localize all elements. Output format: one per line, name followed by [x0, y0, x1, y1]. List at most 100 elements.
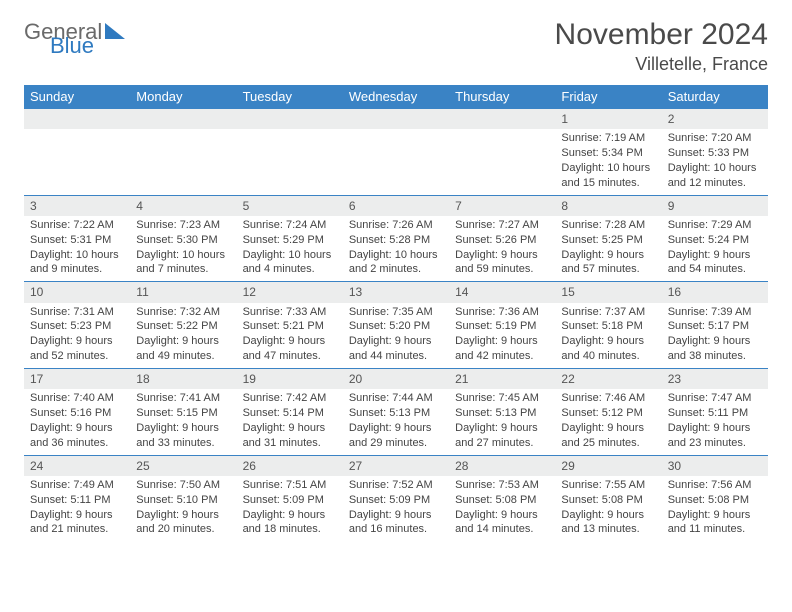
daylight-line: Daylight: 10 hours and 15 minutes. — [561, 161, 655, 191]
sunrise-line: Sunrise: 7:32 AM — [136, 305, 230, 320]
sunrise-line: Sunrise: 7:33 AM — [243, 305, 337, 320]
day-content-cell: Sunrise: 7:49 AMSunset: 5:11 PMDaylight:… — [24, 476, 130, 542]
weekday-header-row: Sunday Monday Tuesday Wednesday Thursday… — [24, 85, 768, 109]
daylight-line: Daylight: 9 hours and 29 minutes. — [349, 421, 443, 451]
daylight-line: Daylight: 10 hours and 9 minutes. — [30, 248, 124, 278]
day-number-cell: 7 — [449, 195, 555, 216]
content-row: Sunrise: 7:31 AMSunset: 5:23 PMDaylight:… — [24, 303, 768, 369]
day-content-cell — [343, 129, 449, 195]
sunset-line: Sunset: 5:18 PM — [561, 319, 655, 334]
day-content-cell: Sunrise: 7:27 AMSunset: 5:26 PMDaylight:… — [449, 216, 555, 282]
sunrise-line: Sunrise: 7:22 AM — [30, 218, 124, 233]
content-row: Sunrise: 7:22 AMSunset: 5:31 PMDaylight:… — [24, 216, 768, 282]
day-number-cell: 24 — [24, 455, 130, 476]
sunset-line: Sunset: 5:16 PM — [30, 406, 124, 421]
daylight-line: Daylight: 9 hours and 49 minutes. — [136, 334, 230, 364]
day-number-cell: 18 — [130, 369, 236, 390]
sunrise-line: Sunrise: 7:50 AM — [136, 478, 230, 493]
col-thursday: Thursday — [449, 85, 555, 109]
sunset-line: Sunset: 5:30 PM — [136, 233, 230, 248]
day-number-cell: 21 — [449, 369, 555, 390]
logo-text-blue: Blue — [50, 36, 125, 56]
sunset-line: Sunset: 5:12 PM — [561, 406, 655, 421]
sunset-line: Sunset: 5:17 PM — [668, 319, 762, 334]
day-number-cell: 11 — [130, 282, 236, 303]
sunrise-line: Sunrise: 7:40 AM — [30, 391, 124, 406]
day-content-cell: Sunrise: 7:40 AMSunset: 5:16 PMDaylight:… — [24, 389, 130, 455]
day-content-cell: Sunrise: 7:51 AMSunset: 5:09 PMDaylight:… — [237, 476, 343, 542]
day-number-cell — [237, 109, 343, 130]
daylight-line: Daylight: 10 hours and 2 minutes. — [349, 248, 443, 278]
day-number-cell: 12 — [237, 282, 343, 303]
day-number-cell: 1 — [555, 109, 661, 130]
sunrise-line: Sunrise: 7:23 AM — [136, 218, 230, 233]
sunset-line: Sunset: 5:11 PM — [30, 493, 124, 508]
day-number-cell: 2 — [662, 109, 768, 130]
daylight-line: Daylight: 9 hours and 20 minutes. — [136, 508, 230, 538]
day-content-cell: Sunrise: 7:31 AMSunset: 5:23 PMDaylight:… — [24, 303, 130, 369]
daylight-line: Daylight: 9 hours and 16 minutes. — [349, 508, 443, 538]
sunset-line: Sunset: 5:08 PM — [668, 493, 762, 508]
daylight-line: Daylight: 9 hours and 21 minutes. — [30, 508, 124, 538]
daylight-line: Daylight: 10 hours and 12 minutes. — [668, 161, 762, 191]
day-number-cell: 3 — [24, 195, 130, 216]
sunrise-line: Sunrise: 7:41 AM — [136, 391, 230, 406]
sunrise-line: Sunrise: 7:19 AM — [561, 131, 655, 146]
day-number-cell: 23 — [662, 369, 768, 390]
daylight-line: Daylight: 9 hours and 52 minutes. — [30, 334, 124, 364]
day-number-cell: 17 — [24, 369, 130, 390]
sunrise-line: Sunrise: 7:39 AM — [668, 305, 762, 320]
sunset-line: Sunset: 5:10 PM — [136, 493, 230, 508]
day-content-cell: Sunrise: 7:41 AMSunset: 5:15 PMDaylight:… — [130, 389, 236, 455]
day-content-cell: Sunrise: 7:32 AMSunset: 5:22 PMDaylight:… — [130, 303, 236, 369]
sunrise-line: Sunrise: 7:56 AM — [668, 478, 762, 493]
daylight-line: Daylight: 9 hours and 54 minutes. — [668, 248, 762, 278]
sunrise-line: Sunrise: 7:31 AM — [30, 305, 124, 320]
daylight-line: Daylight: 9 hours and 27 minutes. — [455, 421, 549, 451]
sunset-line: Sunset: 5:23 PM — [30, 319, 124, 334]
day-content-cell: Sunrise: 7:35 AMSunset: 5:20 PMDaylight:… — [343, 303, 449, 369]
sunrise-line: Sunrise: 7:55 AM — [561, 478, 655, 493]
sunset-line: Sunset: 5:26 PM — [455, 233, 549, 248]
day-content-cell: Sunrise: 7:26 AMSunset: 5:28 PMDaylight:… — [343, 216, 449, 282]
sunset-line: Sunset: 5:19 PM — [455, 319, 549, 334]
daylight-line: Daylight: 9 hours and 44 minutes. — [349, 334, 443, 364]
day-number-cell: 13 — [343, 282, 449, 303]
day-content-cell: Sunrise: 7:42 AMSunset: 5:14 PMDaylight:… — [237, 389, 343, 455]
day-number-cell: 26 — [237, 455, 343, 476]
day-number-cell: 9 — [662, 195, 768, 216]
col-sunday: Sunday — [24, 85, 130, 109]
day-content-cell: Sunrise: 7:23 AMSunset: 5:30 PMDaylight:… — [130, 216, 236, 282]
sunrise-line: Sunrise: 7:24 AM — [243, 218, 337, 233]
sunrise-line: Sunrise: 7:29 AM — [668, 218, 762, 233]
sunrise-line: Sunrise: 7:26 AM — [349, 218, 443, 233]
daylight-line: Daylight: 10 hours and 4 minutes. — [243, 248, 337, 278]
day-content-cell: Sunrise: 7:53 AMSunset: 5:08 PMDaylight:… — [449, 476, 555, 542]
day-content-cell: Sunrise: 7:44 AMSunset: 5:13 PMDaylight:… — [343, 389, 449, 455]
day-content-cell: Sunrise: 7:55 AMSunset: 5:08 PMDaylight:… — [555, 476, 661, 542]
sunset-line: Sunset: 5:08 PM — [561, 493, 655, 508]
sunrise-line: Sunrise: 7:51 AM — [243, 478, 337, 493]
col-wednesday: Wednesday — [343, 85, 449, 109]
month-title: November 2024 — [555, 18, 768, 52]
sunset-line: Sunset: 5:31 PM — [30, 233, 124, 248]
daylight-line: Daylight: 10 hours and 7 minutes. — [136, 248, 230, 278]
col-monday: Monday — [130, 85, 236, 109]
day-content-cell: Sunrise: 7:19 AMSunset: 5:34 PMDaylight:… — [555, 129, 661, 195]
sunset-line: Sunset: 5:34 PM — [561, 146, 655, 161]
content-row: Sunrise: 7:19 AMSunset: 5:34 PMDaylight:… — [24, 129, 768, 195]
sunset-line: Sunset: 5:09 PM — [349, 493, 443, 508]
day-number-cell: 16 — [662, 282, 768, 303]
daylight-line: Daylight: 9 hours and 59 minutes. — [455, 248, 549, 278]
sunset-line: Sunset: 5:25 PM — [561, 233, 655, 248]
day-content-cell: Sunrise: 7:46 AMSunset: 5:12 PMDaylight:… — [555, 389, 661, 455]
sunset-line: Sunset: 5:09 PM — [243, 493, 337, 508]
day-content-cell — [24, 129, 130, 195]
sunrise-line: Sunrise: 7:36 AM — [455, 305, 549, 320]
daylight-line: Daylight: 9 hours and 47 minutes. — [243, 334, 337, 364]
daynum-row: 3456789 — [24, 195, 768, 216]
sunrise-line: Sunrise: 7:37 AM — [561, 305, 655, 320]
day-content-cell: Sunrise: 7:29 AMSunset: 5:24 PMDaylight:… — [662, 216, 768, 282]
col-saturday: Saturday — [662, 85, 768, 109]
day-number-cell — [24, 109, 130, 130]
